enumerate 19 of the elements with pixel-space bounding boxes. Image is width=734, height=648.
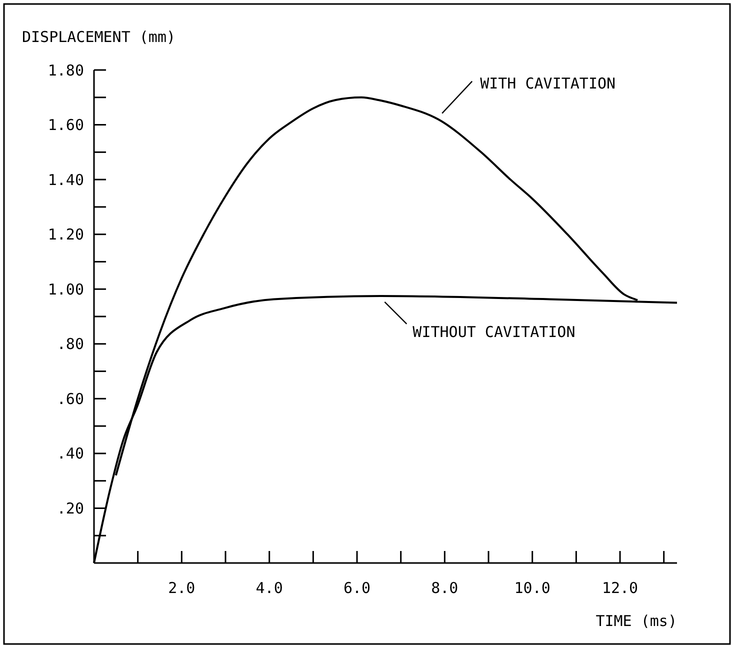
y-tick-label: .80 xyxy=(56,335,84,354)
y-tick-label: 1.40 xyxy=(48,170,84,189)
y-tick-label: .60 xyxy=(56,390,84,408)
y-tick-label: 1.60 xyxy=(48,116,84,134)
y-tick-label: 1.80 xyxy=(48,61,84,80)
x-tick-label: 2.0 xyxy=(168,579,196,597)
text: WITH CAVITATION xyxy=(480,74,616,93)
x-tick-label: 8.0 xyxy=(431,579,458,597)
x-tick-label: 12.0 xyxy=(602,579,638,597)
x-axis-title: TIME (ms) xyxy=(596,612,677,630)
series-label: WITHOUT CAVITATION xyxy=(412,323,576,342)
x-tick-label: 10.0 xyxy=(514,579,550,597)
y-axis-title: DISPLACEMENT (mm) xyxy=(22,28,176,46)
x-tick-label: 4.0 xyxy=(256,579,283,597)
y-tick-label: .40 xyxy=(56,444,84,463)
y-tick-label: 1.00 xyxy=(48,280,84,298)
y-tick-label: .20 xyxy=(56,499,84,518)
y-tick-label: 1.20 xyxy=(48,226,84,244)
x-tick-label: 6.0 xyxy=(343,579,371,597)
